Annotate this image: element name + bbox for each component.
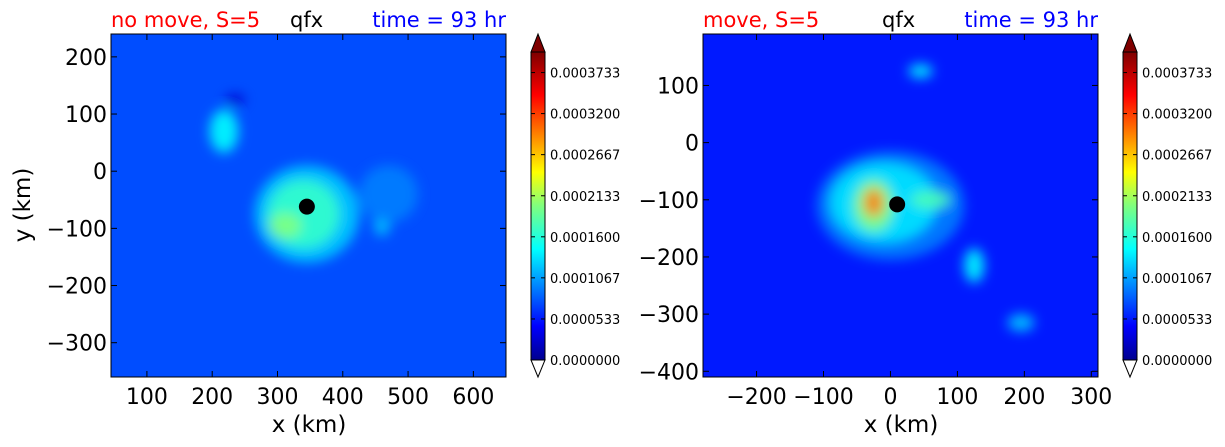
storm-center-marker [298,198,315,215]
x-tick-label: 100 [936,385,978,410]
colorbar-tick-label: 0.0003733 [1142,67,1212,82]
colorbar-tick-label: 0.0001067 [550,272,620,287]
contour-feature [209,109,239,153]
contour-features-right [816,64,1035,332]
ticks-right: −200 −100 0 100 200 300 100 0 −100 −200 −300 −400 [639,34,1112,410]
y-tick-label: 100 [657,74,699,99]
y-axis-title-left: y (km) [10,168,36,243]
colorbar-tick-label: 0.0000000 [1142,354,1212,369]
colorbar-tick-label: 0.0002667 [550,149,620,164]
storm-center-marker [889,196,906,213]
colorbar-tick-label: 0.0003200 [1142,108,1212,123]
x-tick-label: −100 [793,385,853,410]
colorbar-right: 0.0000000 0.0000533 0.0001067 0.0001600 0.00… [1122,32,1212,379]
x-tick-label: 400 [322,385,364,410]
colorbar-tick-label: 0.0001067 [1142,272,1212,287]
colorbar-tick-label: 0.0001600 [1142,231,1212,246]
colorbar-tick-label: 0.0000000 [550,354,620,369]
title-left-run: no move, S=5 [111,8,260,32]
colorbar-tick-label: 0.0001600 [550,231,620,246]
contour-feature [1007,314,1035,332]
contour-feature [225,94,245,106]
x-tick-label: 300 [256,385,298,410]
plot-frame-right [702,33,1099,378]
colorbar-tick-label: 0.0002667 [1142,149,1212,164]
contour-feature [267,179,340,249]
y-tick-label: −400 [639,360,699,385]
x-tick-label: −200 [726,385,786,410]
x-tick-label: 200 [1003,385,1045,410]
title-right-variable: qfx [882,8,915,32]
y-tick-label: −100 [47,217,107,242]
x-tick-label: 100 [126,385,168,410]
colorbar-tick-label: 0.0003733 [550,67,620,82]
contour-feature [269,212,302,239]
title-right-run: move, S=5 [703,8,819,32]
chart-left: 100 200 300 400 500 600 200 100 0 −100 −200 −300 no… [10,8,507,438]
colorbar-tick-label: 0.0000533 [550,313,620,328]
y-tick-label: −300 [639,303,699,328]
title-right-time: time = 93 hr [964,8,1098,32]
y-tick-label: 100 [65,103,107,128]
colorbar-tick-label: 0.0002133 [1142,190,1212,205]
chart-right: −200 −100 0 100 200 300 100 0 −100 −200 −300 −400 m… [639,8,1113,438]
y-tick-label: 200 [65,46,107,71]
colorbar-right-ramp [1122,51,1138,361]
y-tick-label: −100 [639,189,699,214]
colorbar-left-ramp [530,51,546,361]
contour-feature [863,188,884,217]
contour-feature [964,248,985,283]
y-tick-label: 0 [93,160,107,185]
colorbar-right-bottom-extension [1122,359,1138,379]
contour-feature [908,64,933,79]
colorbar-tick-label: 0.0000533 [1142,313,1212,328]
colorbar-left-bottom-extension [530,359,546,379]
colorbar-right-top-extension [1122,32,1138,53]
contour-feature [910,191,951,209]
x-tick-label: 500 [387,385,429,410]
x-tick-label: 300 [1070,385,1112,410]
y-tick-label: 0 [685,132,699,157]
colorbar-tick-label: 0.0003200 [550,108,620,123]
x-tick-label: 600 [452,385,494,410]
x-axis-title-right: x (km) [864,412,939,438]
x-tick-label: 0 [883,385,897,410]
title-left-time: time = 93 hr [372,8,506,32]
contour-feature [359,165,418,223]
colorbar-left: 0.0000000 0.0000533 0.0001067 0.0001600 0.00… [530,32,620,379]
colorbar-left-top-extension [530,32,546,53]
x-axis-title-left: x (km) [272,412,347,438]
ticks-left: 100 200 300 400 500 600 200 100 0 −100 −200 −300 [47,34,506,410]
y-tick-label: −200 [47,275,107,300]
x-tick-label: 200 [191,385,233,410]
y-tick-label: −300 [47,332,107,357]
plot-frame-left [110,33,507,378]
y-tick-label: −200 [639,246,699,271]
title-left-variable: qfx [290,8,323,32]
colorbar-tick-label: 0.0002133 [550,190,620,205]
